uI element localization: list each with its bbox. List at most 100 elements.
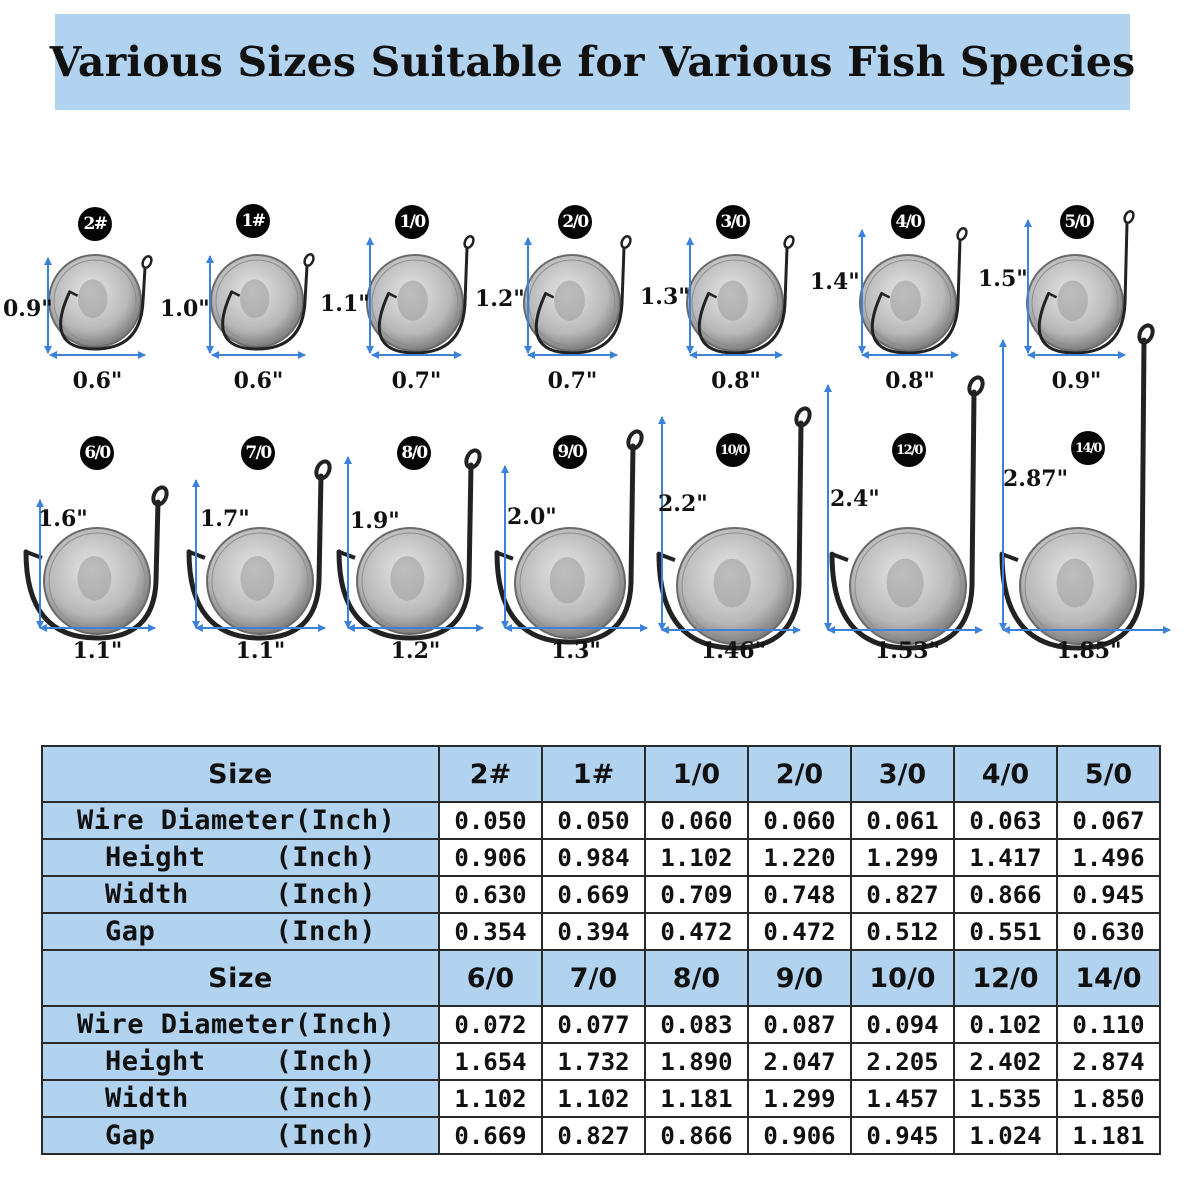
table-row: Gap (Inch) 0.669 0.827 0.866 0.906 0.945 1.024 1… — [41, 1116, 1161, 1155]
coin-rim-1# — [215, 259, 299, 343]
height-label: 1.6" — [38, 506, 88, 532]
height-label: 2.0" — [507, 504, 557, 530]
hook-eye-9/0 — [626, 429, 644, 451]
hook-eye-2/0 — [620, 235, 632, 249]
row-label-unit: (Inch) — [275, 916, 376, 947]
value-cell: 0.984 — [541, 838, 646, 877]
size-header-cell: 8/0 — [644, 949, 749, 1007]
height-label: 1.1" — [320, 291, 370, 317]
value-cell: 0.630 — [1056, 912, 1161, 951]
hook-barb-2/0 — [545, 292, 555, 299]
size-header-cell: 5/0 — [1056, 745, 1161, 803]
value-cell: 0.472 — [644, 912, 749, 951]
coin-portrait-1# — [239, 279, 270, 319]
value-cell: 1.890 — [644, 1042, 749, 1081]
size-badge: 2# — [78, 207, 112, 241]
title-banner: Various Sizes Suitable for Various Fish … — [50, 14, 1135, 110]
hook-eye-7/0 — [314, 459, 332, 481]
hook-barb-3/0 — [708, 292, 718, 299]
width-label: 0.6" — [72, 368, 123, 394]
hook-eye-3/0 — [783, 235, 795, 249]
value-cell: 0.827 — [850, 875, 955, 914]
value-cell: 0.061 — [850, 801, 955, 840]
width-label: 0.9" — [1051, 368, 1102, 394]
value-cell: 0.906 — [438, 838, 543, 877]
size-badge: 8/0 — [397, 436, 431, 470]
hook-eye-1/0 — [463, 235, 475, 249]
row-label: Width (Inch) — [41, 875, 440, 914]
hook-eye-4/0 — [956, 227, 968, 241]
coin-portrait-10/0 — [713, 558, 751, 608]
width-label: 1.53" — [875, 638, 941, 664]
value-cell: 1.299 — [747, 1079, 852, 1118]
coin-rim-10/0 — [681, 532, 789, 640]
value-cell: 1.024 — [953, 1116, 1058, 1155]
hook-eye-6/0 — [151, 485, 169, 507]
value-cell: 1.102 — [644, 838, 749, 877]
value-cell: 2.402 — [953, 1042, 1058, 1081]
row-label-name: Width — [105, 879, 189, 910]
value-cell: 0.354 — [438, 912, 543, 951]
coin-rim-9/0 — [519, 532, 621, 634]
hook-2# — [59, 266, 147, 351]
row-label: Height (Inch) — [41, 1042, 440, 1081]
value-cell: 0.050 — [541, 801, 646, 840]
table-row: Width (Inch) 1.102 1.102 1.181 1.299 1.457 1.53… — [41, 1079, 1161, 1118]
size-badge: 2/0 — [558, 205, 592, 239]
hook-12/0 — [829, 389, 977, 651]
value-cell: 0.945 — [850, 1116, 955, 1155]
value-cell: 1.654 — [438, 1042, 543, 1081]
width-label: 0.7" — [391, 368, 442, 394]
hook-barb-1/0 — [388, 292, 398, 299]
value-cell: 0.866 — [644, 1116, 749, 1155]
value-cell: 0.669 — [541, 875, 646, 914]
value-cell: 0.087 — [747, 1005, 852, 1044]
size-header-cell: 7/0 — [541, 949, 646, 1007]
table-row: Height (Inch) 1.654 1.732 1.890 2.047 2.205 2.4… — [41, 1042, 1161, 1081]
coin-portrait-2/0 — [554, 280, 585, 321]
row-label: Gap (Inch) — [41, 1116, 440, 1155]
table-row: Wire Diameter(Inch) 0.050 0.050 0.060 0.060 0… — [41, 801, 1161, 840]
size-badge: 3/0 — [716, 205, 750, 239]
height-label: 0.9" — [3, 296, 53, 322]
value-cell: 0.472 — [747, 912, 852, 951]
width-label: 0.7" — [547, 368, 598, 394]
value-cell: 1.181 — [644, 1079, 749, 1118]
value-cell: 0.094 — [850, 1005, 955, 1044]
value-cell: 0.551 — [953, 912, 1058, 951]
hook-1# — [221, 264, 309, 351]
size-badge: 6/0 — [80, 436, 114, 470]
size-header-label: Size — [41, 949, 440, 1007]
value-cell: 0.512 — [850, 912, 955, 951]
size-header-label: Size — [41, 745, 440, 803]
width-label: 1.85" — [1056, 638, 1122, 664]
value-cell: 0.394 — [541, 912, 646, 951]
row-label-unit: (Inch) — [275, 1083, 376, 1114]
table-row: Width (Inch) 0.630 0.669 0.709 0.748 0.827 0.86… — [41, 875, 1161, 914]
coin-portrait-14/0 — [1056, 558, 1094, 608]
coin-portrait-4/0 — [890, 280, 921, 321]
value-cell: 0.067 — [1056, 801, 1161, 840]
hook-barb-1# — [231, 290, 241, 297]
coin-rim-12/0 — [854, 532, 962, 640]
value-cell: 1.457 — [850, 1079, 955, 1118]
size-header-cell: 3/0 — [850, 745, 955, 803]
coin-rim-2# — [53, 259, 137, 343]
width-label: 0.8" — [711, 368, 761, 394]
value-cell: 2.874 — [1056, 1042, 1161, 1081]
size-header-row: Size 2# 1# 1/0 2/0 3/0 4/0 5/0 — [41, 745, 1161, 803]
width-label: 1.46" — [701, 638, 767, 664]
size-badge: 14/0 — [1071, 431, 1105, 465]
size-header-cell: 12/0 — [953, 949, 1058, 1007]
row-label: Wire Diameter(Inch) — [41, 1005, 440, 1044]
value-cell: 0.060 — [644, 801, 749, 840]
value-cell: 1.496 — [1056, 838, 1161, 877]
value-cell: 1.850 — [1056, 1079, 1161, 1118]
value-cell: 0.072 — [438, 1005, 543, 1044]
height-label: 1.0" — [160, 296, 210, 322]
value-cell: 0.827 — [541, 1116, 646, 1155]
coin-rim-5/0 — [1031, 259, 1119, 347]
coin-portrait-1/0 — [397, 280, 428, 321]
size-badge: 4/0 — [891, 205, 925, 239]
size-header-cell: 1# — [541, 745, 646, 803]
